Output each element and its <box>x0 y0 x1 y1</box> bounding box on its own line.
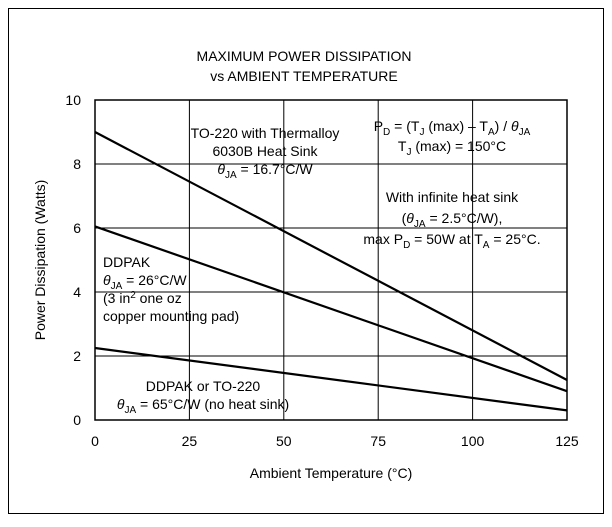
annotation: DDPAK or TO-220 <box>146 378 261 394</box>
chart-title: MAXIMUM POWER DISSIPATION <box>197 48 412 64</box>
subscript: JA <box>414 219 426 230</box>
subscript: JA <box>225 170 237 181</box>
x-tick-label: 25 <box>182 433 198 449</box>
annotation-text: P <box>374 118 383 134</box>
annotation: TO-220 with Thermalloy <box>191 125 340 141</box>
italic-symbol: θ <box>103 272 111 288</box>
frame <box>8 8 604 514</box>
annotation-text: ) / <box>495 118 511 134</box>
annotation-text: = 16.7°C/W <box>237 161 314 177</box>
annotation-text: With infinite heat sink <box>386 189 519 205</box>
annotation: PD​ = (TJ​ (max) – TA​) / θJA​ <box>374 118 531 138</box>
annotation-text: (max) – T <box>424 118 488 134</box>
italic-symbol: θ <box>217 161 225 177</box>
subscript: A <box>488 127 495 138</box>
annotation-text: 6030B Heat Sink <box>212 143 318 159</box>
annotation-text: = 25°C. <box>489 231 540 247</box>
y-tick-label: 10 <box>65 92 81 108</box>
annotation-text: TO-220 with Thermalloy <box>191 125 340 141</box>
y-tick-label: 8 <box>73 156 81 172</box>
annotation: copper mounting pad) <box>103 308 239 324</box>
y-axis-label: Power Dissipation (Watts) <box>32 180 48 341</box>
annotation-text: (3 in <box>103 290 130 306</box>
subscript: D <box>383 127 390 138</box>
annotation-text: = 2.5°C/W), <box>426 210 503 226</box>
subscript: JA <box>111 281 123 292</box>
y-tick-label: 0 <box>73 412 81 428</box>
subscript: A <box>483 240 490 251</box>
annotation-text: = 50W at T <box>410 231 483 247</box>
annotation-text: max P <box>363 231 403 247</box>
annotation: DDPAK <box>103 254 151 270</box>
annotation-text: one oz <box>136 290 182 306</box>
subscript: JA <box>124 405 136 416</box>
annotation: θJA​ = 16.7°C/W <box>217 161 313 181</box>
annotation-text: copper mounting pad) <box>103 308 239 324</box>
y-tick-label: 6 <box>73 220 81 236</box>
italic-symbol: θ <box>117 396 125 412</box>
annotation-text: = 65°C/W (no heat sink) <box>136 396 289 412</box>
subscript: J <box>406 147 411 158</box>
annotation: θJA​ = 65°C/W (no heat sink) <box>117 396 289 416</box>
plot-border <box>94 99 568 421</box>
y-tick-label: 2 <box>73 348 81 364</box>
italic-symbol: θ <box>511 118 519 134</box>
chart-title: vs AMBIENT TEMPERATURE <box>210 68 397 84</box>
x-tick-label: 50 <box>276 433 292 449</box>
x-tick-label: 75 <box>370 433 386 449</box>
annotation: 6030B Heat Sink <box>212 143 318 159</box>
annotation: With infinite heat sink <box>386 189 519 205</box>
series-line <box>94 346 568 412</box>
annotation-text: T <box>398 138 407 154</box>
annotation-text: DDPAK <box>103 254 151 270</box>
annotation: TJ​ (max) = 150°C <box>398 138 506 158</box>
annotation-text: = (T <box>390 118 420 134</box>
annotation-text: DDPAK or TO-220 <box>146 378 261 394</box>
series-line <box>94 225 568 393</box>
annotation-text: = 26°C/W <box>122 272 187 288</box>
italic-symbol: θ <box>406 210 414 226</box>
x-axis-label: Ambient Temperature (°C) <box>250 465 413 481</box>
subscript: J <box>419 127 424 138</box>
annotation: (3 in2​ one oz <box>103 290 182 306</box>
series-line <box>94 131 568 381</box>
annotation-text: ( <box>402 210 407 226</box>
subscript: D <box>403 240 410 251</box>
annotation: max PD​ = 50W at TA​ = 25°C. <box>363 231 540 251</box>
superscript: 2 <box>130 290 136 301</box>
annotation: θJA​ = 26°C/W <box>103 272 187 292</box>
subscript: JA <box>519 127 531 138</box>
annotation-text: (max) = 150°C <box>411 138 506 154</box>
y-tick-label: 4 <box>73 284 81 300</box>
x-tick-label: 125 <box>555 433 579 449</box>
x-tick-label: 0 <box>91 433 99 449</box>
annotation: (θJA​ = 2.5°C/W), <box>402 210 503 230</box>
x-tick-label: 100 <box>461 433 485 449</box>
